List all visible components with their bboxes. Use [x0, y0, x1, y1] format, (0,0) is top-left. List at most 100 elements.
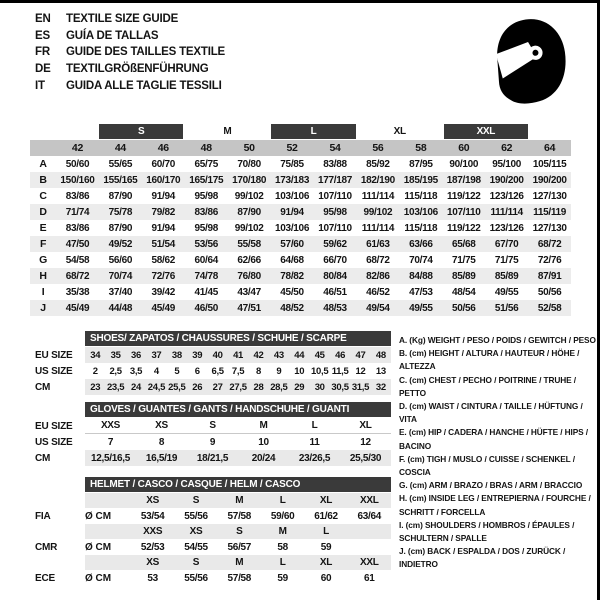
gloves-value-cell: 8 [158, 436, 165, 448]
size-value-cell: 70/80 [237, 158, 261, 170]
size-value-cell: 51/56 [494, 302, 519, 314]
column-header: 50 [243, 142, 255, 154]
size-value-cell: 91/94 [280, 206, 304, 218]
shoes-row: US SIZE 2 2,5 3,5 4 5 6 6,5 7,5 8 9 10 10,5 11,5 12 13 [35, 363, 391, 379]
racing-helmet-icon [495, 19, 566, 104]
size-value-cell: 55/65 [108, 158, 133, 170]
column-header: 42 [71, 142, 83, 154]
helmet-value-cell: 52/53 [140, 541, 165, 553]
size-value-cell: 37/40 [108, 286, 133, 298]
shoes-value-cell: 37 [151, 349, 162, 361]
gloves-value-cell: M [259, 420, 268, 431]
size-value-cell: 71/75 [494, 254, 519, 266]
size-value-cell: 95/98 [194, 222, 218, 234]
size-value-cell: 190/200 [532, 174, 567, 186]
textile-size-table: S M L XL XXL 42 44 46 48 50 52 54 56 58 60 62 64 A 50/60 55… [30, 123, 571, 316]
helmet-value-cell: 55/56 [184, 510, 208, 522]
shoes-values: 34 35 36 37 38 39 40 41 42 43 44 45 46 47 48 [85, 347, 391, 363]
size-value-cell: 48/54 [451, 286, 476, 298]
size-value-cell: 39/42 [151, 286, 176, 298]
measurement-row-j: J 45/49 44/48 45/49 46/50 47/51 48/52 48/53 49/5… [30, 300, 571, 316]
language-title: GUÍA DE TALLAS [66, 29, 159, 42]
size-value-cell: 71/74 [65, 206, 90, 218]
size-value-cell: 85/92 [366, 158, 390, 170]
page-top-border [0, 0, 600, 3]
shoes-value-cell: 5 [174, 365, 180, 377]
size-value-cell: 76/80 [237, 270, 261, 282]
gloves-row: US SIZE 7 8 9 10 11 12 [35, 434, 391, 450]
shoes-value-cell: 36 [131, 349, 141, 361]
shoes-title: SHOES/ ZAPATOS / CHAUSSURES / SCHUHE / S… [85, 331, 391, 346]
size-value-cell: 115/118 [404, 222, 438, 234]
measurement-row-h: H 68/72 70/74 72/76 74/78 76/80 78/82 80/84 82/8… [30, 268, 571, 284]
row-label: D [39, 206, 47, 218]
size-value-cell: 95/98 [194, 190, 218, 202]
size-value-cell: 45/49 [65, 302, 90, 314]
helmet-value-cell: 55/56 [184, 572, 208, 584]
row-label: B [39, 174, 47, 186]
size-value-cell: 65/68 [451, 238, 476, 250]
language-row: IT GUIDA ALLE TAGLIE TESSILI [35, 78, 225, 95]
column-header: 48 [200, 142, 212, 154]
language-row: FR GUIDE DES TAILLES TEXTILE [35, 44, 225, 61]
helmet-value-cell: 59 [277, 572, 288, 584]
size-value-cell: 127/130 [532, 222, 567, 234]
size-value-cell: 57/60 [280, 238, 304, 250]
shoes-value-cell: 35 [110, 349, 121, 361]
row-label: US SIZE [35, 436, 73, 448]
size-group-header-row: S M L XL XXL [30, 123, 571, 140]
row-label: CM [35, 452, 51, 464]
size-value-cell: 79/82 [151, 206, 176, 218]
helmet-values-row-cmr: CMR Ø CM 52/53 54/55 56/57 58 59 [35, 539, 391, 555]
size-value-cell: 123/126 [489, 190, 524, 202]
size-value-cell: 103/106 [403, 206, 438, 218]
shoes-value-cell: 30 [314, 381, 325, 393]
helmet-value-cell: 60 [320, 572, 332, 584]
size-value-cell: 83/86 [65, 222, 90, 234]
row-label: H [39, 270, 47, 282]
helmet-value-cell: 57/58 [227, 510, 252, 522]
size-value-cell: 170/180 [232, 174, 267, 186]
size-value-cell: 85/89 [494, 270, 519, 282]
measurement-row-a: A 50/60 55/65 60/70 65/75 70/80 75/85 83/88 85/9… [30, 156, 571, 172]
helmet-value-cell: 54/55 [184, 541, 208, 553]
size-group-xxl: XXL [443, 124, 528, 139]
size-value-cell: 87/90 [108, 222, 133, 234]
gloves-value-cell: 25,5/30 [349, 452, 382, 464]
row-label: US SIZE [35, 365, 73, 377]
helmet-value-cell: 59 [320, 541, 332, 553]
size-number-header-row: 42 44 46 48 50 52 54 56 58 60 62 64 [30, 140, 571, 156]
gloves-value-cell: XL [359, 420, 372, 431]
size-value-cell: 52/58 [537, 302, 562, 314]
gloves-value-cell: XS [155, 420, 168, 431]
size-value-cell: 165/175 [189, 174, 224, 186]
size-value-cell: 185/195 [403, 174, 438, 186]
size-value-cell: 99/102 [234, 222, 264, 234]
size-value-cell: 90/100 [449, 158, 479, 170]
size-value-cell: 127/130 [532, 190, 567, 202]
size-value-cell: 64/68 [280, 254, 304, 266]
language-title: GUIDE DES TAILLES TEXTILE [66, 46, 225, 59]
shoes-value-cell: 28 [253, 381, 264, 393]
size-value-cell: 80/84 [323, 270, 347, 282]
size-value-cell: 155/165 [103, 174, 138, 186]
gloves-value-cell: 12 [360, 436, 371, 448]
shoes-value-cell: 29 [294, 381, 305, 393]
shoes-value-cell: 39 [192, 349, 203, 361]
size-value-cell: 49/55 [494, 286, 519, 298]
size-value-cell: 111/114 [361, 222, 395, 234]
size-value-cell: 84/88 [409, 270, 433, 282]
size-value-cell: 46/51 [323, 286, 347, 298]
size-value-cell: 49/52 [108, 238, 133, 250]
size-value-cell: 50/56 [537, 286, 562, 298]
column-header: 64 [544, 142, 556, 154]
helmet-size-cell: XS [146, 495, 160, 506]
size-value-cell: 87/91 [537, 270, 562, 282]
size-value-cell: 45/49 [151, 302, 176, 314]
gloves-values: XXS XS S M L XL [85, 418, 391, 434]
shoes-value-cell: 12 [355, 365, 366, 377]
size-value-cell: 54/58 [65, 254, 90, 266]
shoes-value-cell: 43 [273, 349, 284, 361]
size-value-cell: 87/90 [237, 206, 261, 218]
size-value-cell: 150/160 [60, 174, 95, 186]
